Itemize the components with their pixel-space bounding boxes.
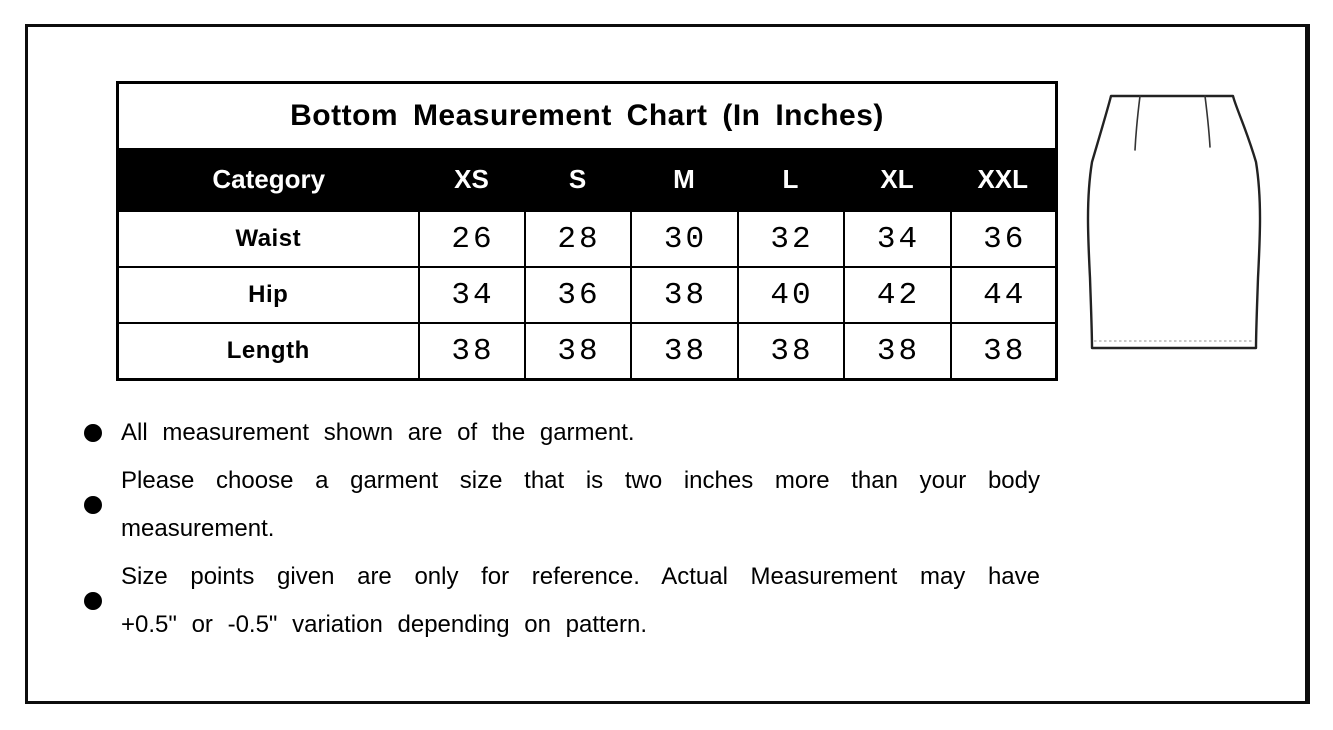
table-row-hip: Hip 34 36 38 40 42 44 <box>116 266 1058 324</box>
bullet-icon <box>84 592 102 610</box>
cell-waist-xl: 34 <box>842 210 952 268</box>
column-header-xs: XS <box>418 148 525 211</box>
cell-hip-m: 38 <box>629 266 739 324</box>
note-text: Please choose a garment size that is two… <box>121 467 1040 494</box>
cell-waist-s: 28 <box>523 210 632 268</box>
notes-list: All measurement shown are of the garment… <box>84 409 1040 649</box>
cell-length-xs: 38 <box>417 322 526 381</box>
bullet-icon <box>84 496 102 514</box>
row-label-length: Length <box>116 322 420 381</box>
bullet-icon <box>84 424 102 442</box>
table-row-waist: Waist 26 28 30 32 34 36 <box>116 210 1058 268</box>
table-title: Bottom Measurement Chart (In Inches) <box>117 82 1057 148</box>
cell-waist-m: 30 <box>629 210 739 268</box>
cell-hip-xxl: 44 <box>949 266 1058 324</box>
measurement-table: Bottom Measurement Chart (In Inches) Cat… <box>116 81 1059 381</box>
cell-hip-xl: 42 <box>842 266 952 324</box>
table-header-row: Category XS S M L XL XXL <box>117 148 1057 211</box>
note-item-size-choice: Please choose a garment size that is two… <box>84 457 1040 553</box>
column-header-category: Category <box>117 148 419 211</box>
skirt-illustration <box>1080 86 1266 358</box>
cell-hip-xs: 34 <box>417 266 526 324</box>
column-header-m: M <box>630 148 738 211</box>
cell-length-xxl: 38 <box>949 322 1058 381</box>
column-header-l: L <box>737 148 844 211</box>
cell-length-m: 38 <box>629 322 739 381</box>
pencil-skirt-drawing-icon <box>1086 94 1262 350</box>
column-header-xl: XL <box>843 148 951 211</box>
row-label-waist: Waist <box>116 210 420 268</box>
cell-length-s: 38 <box>523 322 632 381</box>
cell-length-l: 38 <box>736 322 845 381</box>
table-title-row: Bottom Measurement Chart (In Inches) <box>117 82 1057 148</box>
cell-hip-s: 36 <box>523 266 632 324</box>
note-text: Size points given are only for reference… <box>121 563 1040 590</box>
note-item-garment: All measurement shown are of the garment… <box>84 409 1040 457</box>
cell-waist-xs: 26 <box>417 210 526 268</box>
table-row-length: Length 38 38 38 38 38 38 <box>116 322 1058 381</box>
note-text: +0.5" or -0.5" variation depending on pa… <box>121 611 648 638</box>
note-text: measurement. <box>121 515 275 542</box>
cell-waist-l: 32 <box>736 210 845 268</box>
note-item-variation: Size points given are only for reference… <box>84 553 1040 649</box>
cell-waist-xxl: 36 <box>949 210 1058 268</box>
column-header-xxl: XXL <box>950 148 1057 211</box>
cell-hip-l: 40 <box>736 266 845 324</box>
column-header-s: S <box>524 148 631 211</box>
note-text: All measurement shown are of the garment… <box>121 419 635 446</box>
row-label-hip: Hip <box>116 266 420 324</box>
cell-length-xl: 38 <box>842 322 952 381</box>
